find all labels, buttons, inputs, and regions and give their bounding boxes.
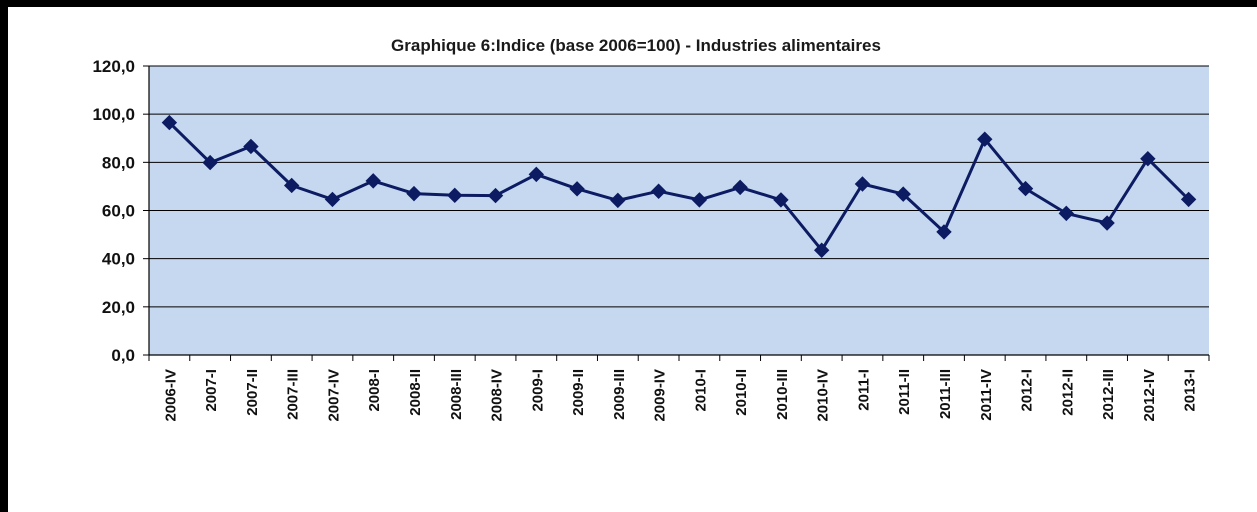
x-axis-ticks: 2006-IV 2007-I 2007-II 2007-III 2007-IV 2008-… xyxy=(148,355,1210,422)
x-tick-label: 2006-IV xyxy=(162,369,179,422)
y-tick-label: 40,0 xyxy=(102,250,135,269)
x-tick-label: 2008-II xyxy=(407,369,424,416)
y-tick-label: 60,0 xyxy=(102,202,135,221)
x-tick-label: 2008-IV xyxy=(489,369,506,422)
x-tick-label: 2010-I xyxy=(692,369,709,412)
y-axis-ticks: 0,0 20,0 40,0 60,0 80,0 100,0 120,0 xyxy=(92,57,149,365)
series-line xyxy=(168,121,1190,252)
data-point-marker xyxy=(283,177,300,194)
series-markers xyxy=(161,114,1197,258)
data-point-marker xyxy=(447,187,463,204)
data-point-marker xyxy=(650,183,667,199)
data-point-marker xyxy=(977,131,993,147)
gridlines xyxy=(149,65,1209,308)
x-tick-label: 2007-I xyxy=(203,369,220,412)
data-point-marker xyxy=(1140,151,1156,167)
data-point-marker xyxy=(1099,215,1115,231)
data-point-marker xyxy=(569,181,585,197)
x-tick-label: 2013-I xyxy=(1182,369,1199,412)
data-point-marker xyxy=(528,166,545,183)
x-tick-label: 2011-IV xyxy=(978,369,995,421)
x-tick-label: 2011-III xyxy=(937,369,954,419)
x-tick-label: 2009-IV xyxy=(652,369,669,422)
data-point-marker xyxy=(161,114,178,131)
data-point-marker xyxy=(773,192,789,208)
y-tick-label: 0,0 xyxy=(111,346,135,365)
x-tick-label: 2008-I xyxy=(366,369,383,412)
x-tick-label: 2011-II xyxy=(896,369,913,415)
x-tick-label: 2012-III xyxy=(1100,369,1117,420)
x-tick-label: 2009-II xyxy=(570,369,587,416)
x-tick-label: 2012-IV xyxy=(1141,369,1158,422)
x-tick-label: 2007-III xyxy=(285,369,302,420)
x-tick-label: 2008-III xyxy=(448,369,465,420)
data-point-marker xyxy=(202,154,218,171)
y-tick-label: 100,0 xyxy=(92,105,135,124)
x-tick-label: 2009-III xyxy=(611,369,628,420)
data-point-marker xyxy=(487,187,504,204)
data-point-marker xyxy=(324,191,341,208)
x-tick-label: 2010-II xyxy=(733,369,750,416)
x-tick-label: 2007-II xyxy=(244,369,261,416)
data-point-marker xyxy=(365,173,381,189)
y-tick-label: 80,0 xyxy=(102,153,135,172)
x-tick-label: 2010-III xyxy=(774,369,791,420)
y-tick-label: 20,0 xyxy=(102,298,135,317)
data-point-marker xyxy=(1058,205,1075,222)
data-point-marker xyxy=(243,138,259,155)
x-tick-label: 2010-IV xyxy=(815,369,832,422)
data-point-marker xyxy=(732,179,748,196)
data-point-marker xyxy=(1180,191,1197,208)
chart-title: Graphique 6:Indice (base 2006=100) - Ind… xyxy=(391,36,881,55)
data-point-marker xyxy=(406,185,422,202)
data-point-marker xyxy=(691,192,708,208)
data-point-marker xyxy=(854,176,871,192)
x-tick-label: 2012-I xyxy=(1019,369,1036,412)
y-tick-label: 120,0 xyxy=(92,57,135,76)
data-point-marker xyxy=(936,224,952,240)
x-tick-label: 2009-I xyxy=(529,369,546,412)
x-tick-label: 2011-I xyxy=(855,369,872,411)
x-tick-label: 2007-IV xyxy=(325,369,342,422)
data-point-marker xyxy=(610,192,626,209)
x-tick-label: 2012-II xyxy=(1059,369,1076,416)
data-point-marker xyxy=(813,242,830,258)
data-point-marker xyxy=(895,186,911,202)
data-point-marker xyxy=(1017,180,1034,197)
